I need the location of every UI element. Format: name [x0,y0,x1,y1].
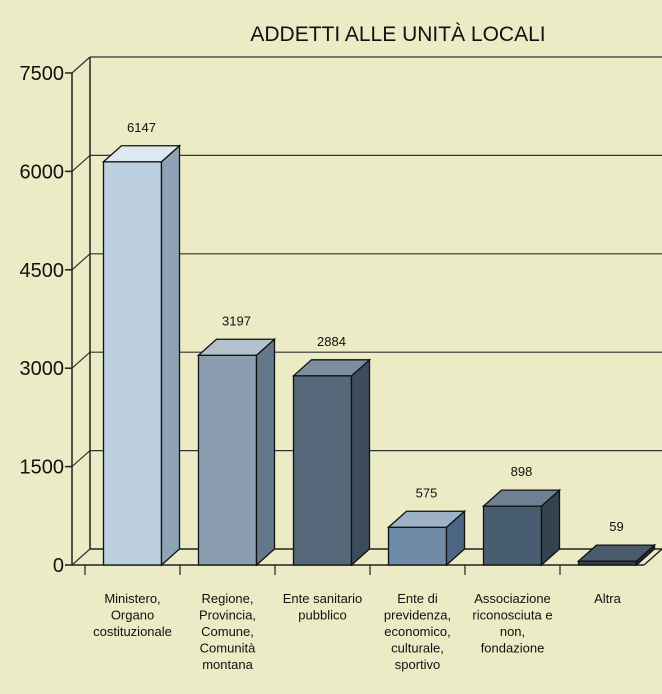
category-label: Ministero, Organo costituzionale [93,591,172,639]
bar-side [160,144,181,567]
category-label-line: montana [202,657,253,672]
y-tick-label: 0 [53,555,64,577]
category-label-line: fondazione [481,641,545,656]
gridline-depth [71,351,91,369]
bar [576,543,657,567]
value-label: 575 [416,485,438,500]
category-label-line: sportivo [395,657,441,672]
bars [101,144,657,567]
value-label: 898 [511,464,533,479]
category-label-line: Organo [111,608,154,623]
bar-top [196,338,277,356]
category-label-line: Associazione [474,591,551,606]
category-label-line: Altra [594,591,622,606]
y-tick-label: 7500 [20,63,65,85]
bar-side [255,337,276,567]
bar [196,337,277,567]
labels: 0 1500 3000 4500 6000 7500 6147 Ministero, Organ… [20,63,624,672]
bar [386,509,467,567]
category-label-line: Ente di [397,591,438,606]
category-label-line: Provincia, [199,608,256,623]
value-label: 59 [609,519,623,534]
bar [291,358,372,567]
bar-front [102,161,163,566]
y-tick-label: 1500 [20,457,65,479]
gridline-depth [71,450,91,468]
value-label: 6147 [127,120,156,135]
chart-title: ADDETTI ALLE UNITÀ LOCALI [250,23,545,46]
category-label-line: Ente sanitario [283,591,363,606]
value-label: 2884 [317,334,346,349]
category-label-line: riconosciuta e [472,608,552,623]
category-label-line: pubblico [298,608,346,623]
category-label-line: Comunità [200,641,256,656]
category-label: Altra [594,591,622,606]
bar-top [101,145,182,163]
category-label: Associazione riconosciuta e non, fondazione [472,591,552,656]
category-label-line: Comune, [201,624,254,639]
axes [65,57,662,575]
bar-top [481,489,562,507]
category-label-line: previdenza, [384,608,451,623]
bar-front [482,505,543,566]
y-tick-label: 3000 [20,358,65,380]
bar [481,488,562,567]
y-tick-label: 4500 [20,260,65,282]
gridline-depth [71,548,91,566]
gridline-depth [71,154,91,172]
value-label: 3197 [222,313,251,328]
y-tick-label: 6000 [20,161,65,183]
category-label: Ente di previdenza, economico, culturale, sp… [384,591,451,672]
category-label-line: costituzionale [93,624,172,639]
category-label-line: Ministero, [104,591,160,606]
category-label-line: non, [500,624,525,639]
bar-top [386,510,467,528]
category-label: Ente sanitario pubblico [283,591,363,623]
bar-front [292,375,353,566]
bar-top [576,544,657,562]
bar-front [387,526,448,566]
category-label-line: Regione, [201,591,253,606]
gridline-depth [71,56,91,74]
gridline-depth [71,253,91,271]
grid [71,56,662,566]
bar-front [197,354,258,566]
bar [101,144,182,567]
category-label-line: economico, [384,624,450,639]
category-label: Regione, Provincia, Comune, Comunità montana [199,591,256,672]
bar-top [291,359,372,377]
category-label-line: culturale, [391,641,444,656]
bar-side [350,358,371,567]
floor-right-edge [643,548,662,566]
